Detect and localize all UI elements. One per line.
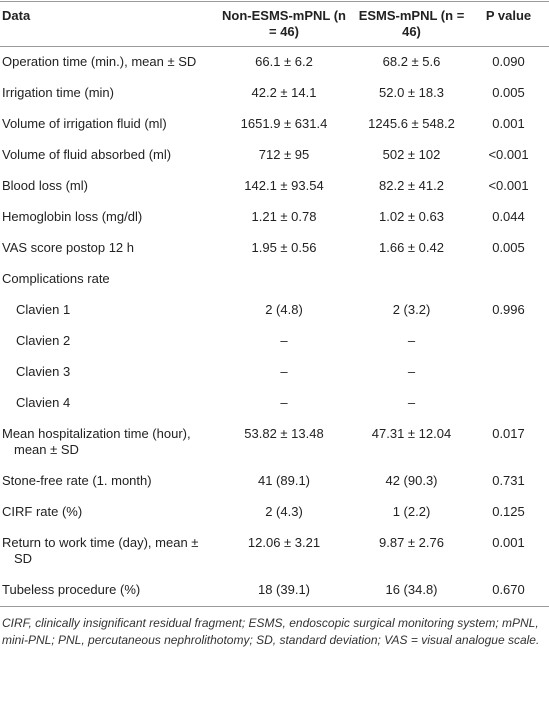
table-cell: 0.005	[492, 85, 525, 100]
table-cell: 1 (2.2)	[392, 504, 431, 519]
table-cell: 2 (3.2)	[392, 302, 431, 317]
table-cell: 1.02 ± 0.63	[379, 209, 444, 224]
table-cell: 0.001	[492, 116, 525, 131]
table-cell: 68.2 ± 5.6	[382, 54, 441, 69]
table-cell	[355, 264, 470, 295]
table-cell: 0.005	[492, 240, 525, 255]
table-cell: 1.66 ± 0.42	[379, 240, 444, 255]
table-cell: 0.125	[492, 504, 525, 519]
table-cell: <0.001	[488, 147, 529, 162]
table-cell: Blood loss (ml)	[2, 178, 88, 193]
table-row: Irrigation time (min) 42.2 ± 14.1 52.0 ± 1…	[0, 78, 549, 109]
table-row: VAS score postop 12 h 1.95 ± 0.56 1.66 ± 0…	[0, 233, 549, 264]
table-cell: 0.731	[492, 473, 525, 488]
table-cell: 9.87 ± 2.76	[379, 535, 444, 550]
table-cell: VAS score postop 12 h	[2, 240, 135, 255]
table-cell: 82.2 ± 41.2	[379, 178, 444, 193]
table-row: Volume of irrigation fluid (ml) 1651.9 ± …	[0, 109, 549, 140]
header-cell: Data	[0, 1, 215, 47]
table-cell: Volume of irrigation fluid (ml)	[2, 116, 167, 131]
table-cell: 142.1 ± 93.54	[244, 178, 324, 193]
table-cell: CIRF rate (%)	[2, 504, 83, 519]
header-cell: P value	[470, 1, 549, 47]
table-cell: Hemoglobin loss (mg/dl)	[2, 209, 143, 224]
table-cell: Clavien 3	[16, 364, 71, 379]
table-cell: 66.1 ± 6.2	[255, 54, 313, 69]
table-cell: 712 ± 95	[258, 147, 310, 162]
table-cell: <0.001	[488, 178, 529, 193]
table-cell: 53.82 ± 13.48	[244, 426, 324, 441]
table-row: Clavien 2 – –	[0, 326, 549, 357]
table-row: Clavien 4 – –	[0, 388, 549, 419]
table-cell: Irrigation time (min)	[2, 85, 114, 100]
table-row: Return to work time (day), mean ± SD 12.0…	[0, 528, 549, 575]
table-cell	[470, 326, 549, 357]
table-cell: 0.090	[492, 54, 525, 69]
header-cell: Non-ESMS-mPNL (n = 46)	[215, 1, 355, 47]
table-row: Hemoglobin loss (mg/dl) 1.21 ± 0.78 1.02 ±…	[0, 202, 549, 233]
table-cell: 1651.9 ± 631.4	[240, 116, 328, 131]
table-cell: –	[407, 333, 416, 348]
table-cell: –	[407, 395, 416, 410]
table-cell: 42 (90.3)	[385, 473, 438, 488]
table-row: Clavien 3 – –	[0, 357, 549, 388]
table-row: CIRF rate (%) 2 (4.3) 1 (2.2) 0.125	[0, 497, 549, 528]
table-row: Blood loss (ml) 142.1 ± 93.54 82.2 ± 41.2 <…	[0, 171, 549, 202]
table-cell: Operation time (min.), mean ± SD	[2, 54, 197, 69]
table-cell: Clavien 2	[16, 333, 71, 348]
table-row: Operation time (min.), mean ± SD 66.1 ± 6…	[0, 47, 549, 79]
header-cell: ESMS-mPNL (n = 46)	[355, 1, 470, 47]
table-cell: 2 (4.8)	[265, 302, 303, 317]
table-cell: Tubeless procedure (%)	[2, 582, 141, 597]
table-cell: Stone-free rate (1. month)	[2, 473, 152, 488]
table-cell: Complications rate	[2, 271, 110, 286]
table-cell: 47.31 ± 12.04	[371, 426, 452, 441]
table-row: Volume of fluid absorbed (ml) 712 ± 95 502…	[0, 140, 549, 171]
table-cell: 18 (39.1)	[257, 582, 311, 597]
table-row: Mean hospitalization time (hour), mean ±…	[0, 419, 549, 466]
table-row: Stone-free rate (1. month) 41 (89.1) 42 (9…	[0, 466, 549, 497]
table-cell: 1.21 ± 0.78	[251, 209, 317, 224]
table-cell: 0.001	[492, 535, 525, 550]
table-cell: Clavien 4	[16, 395, 71, 410]
table-cell: 52.0 ± 18.3	[379, 85, 444, 100]
table-cell: –	[407, 364, 416, 379]
table-cell: Volume of fluid absorbed (ml)	[2, 147, 172, 162]
header-row: Data Non-ESMS-mPNL (n = 46) ESMS-mPNL (n =…	[0, 1, 549, 47]
table-cell: Return to work time (day), mean ± SD	[2, 535, 199, 566]
table-row: Clavien 1 2 (4.8) 2 (3.2) 0.996	[0, 295, 549, 326]
data-table: Data Non-ESMS-mPNL (n = 46) ESMS-mPNL (n =…	[0, 1, 549, 607]
table-cell	[470, 357, 549, 388]
table-cell	[470, 264, 549, 295]
table-cell	[215, 264, 355, 295]
table-cell: 502 ± 102	[382, 147, 441, 162]
table-cell: 1245.6 ± 548.2	[368, 116, 455, 131]
table-cell: 0.017	[492, 426, 525, 441]
table-cell: 42.2 ± 14.1	[251, 85, 317, 100]
table-cell: 1.95 ± 0.56	[251, 240, 317, 255]
table-cell: Mean hospitalization time (hour), mean ±…	[2, 426, 191, 457]
table-cell	[470, 388, 549, 419]
table-cell: –	[280, 333, 288, 348]
table-cell: Clavien 1	[16, 302, 71, 317]
footnote: CIRF, clinically insignificant residual …	[2, 616, 540, 647]
group-row: Complications rate	[0, 264, 549, 295]
table-row: Tubeless procedure (%) 18 (39.1) 16 (34.8)…	[0, 575, 549, 607]
table-cell: 0.670	[492, 582, 525, 597]
table-cell: 12.06 ± 3.21	[247, 535, 321, 550]
table-cell: 41 (89.1)	[257, 473, 311, 488]
table-cell: –	[280, 364, 288, 379]
table-cell: –	[280, 395, 288, 410]
table-cell: 2 (4.3)	[265, 504, 303, 519]
table-cell: 16 (34.8)	[385, 582, 438, 597]
table-cell: 0.044	[492, 209, 525, 224]
table-cell: 0.996	[492, 302, 525, 317]
